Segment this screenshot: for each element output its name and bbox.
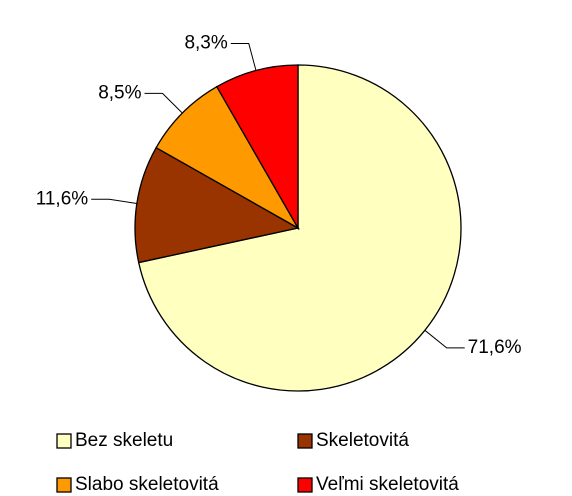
legend-swatch: [297, 477, 313, 493]
data-label: 71,6%: [468, 337, 522, 358]
legend-swatch: [56, 477, 72, 493]
data-label: 11,6%: [36, 188, 89, 209]
data-label: 8,5%: [98, 82, 141, 103]
legend-label: Veľmi skeletovitá: [316, 474, 459, 495]
leader-line: [230, 42, 257, 71]
pie-slice: [215, 64, 299, 231]
leader-line: [91, 198, 137, 205]
legend-swatch: [56, 433, 72, 449]
legend-label: Skeletovitá: [316, 430, 409, 451]
pie-slice: [155, 85, 300, 230]
legend-label: Slabo skeletovitá: [75, 474, 219, 495]
pie-slice: [137, 64, 462, 392]
leader-line: [144, 92, 183, 114]
leader-line: [424, 329, 465, 349]
data-label: 8,3%: [184, 32, 227, 53]
legend-swatch: [297, 433, 313, 449]
legend-label: Bez skeletu: [75, 430, 173, 451]
